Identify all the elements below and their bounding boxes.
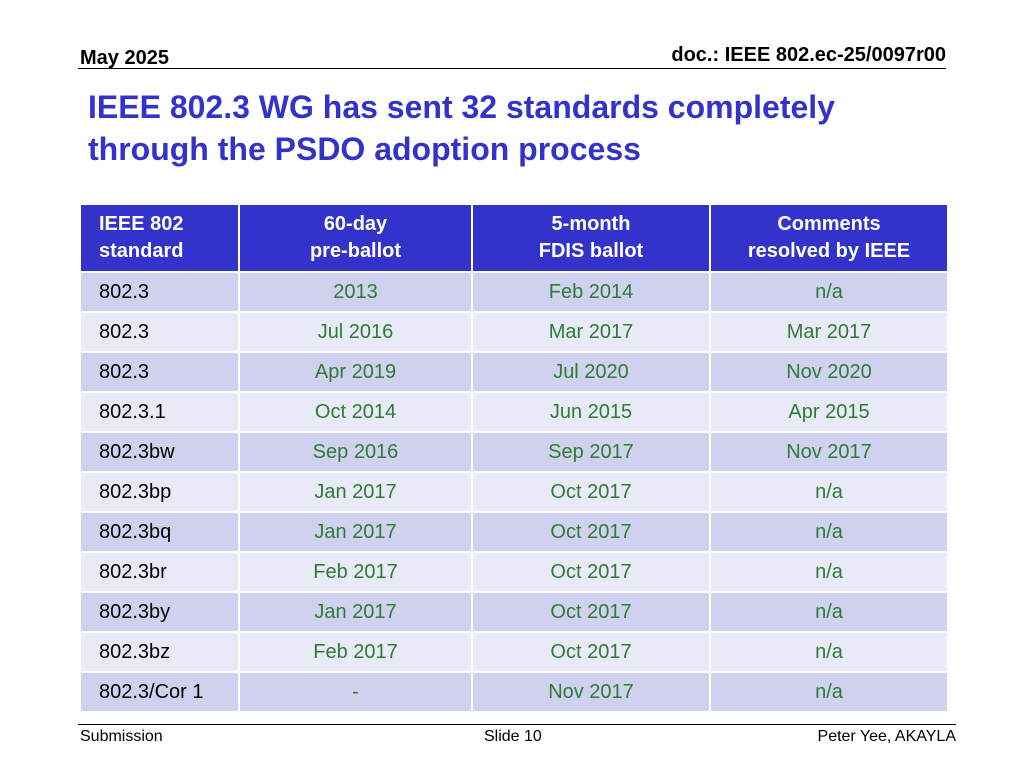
footer-slide-number: Slide 10	[484, 728, 542, 745]
col-header-line: pre-ballot	[309, 240, 402, 262]
col-header-line: standard	[99, 240, 184, 262]
cell-standard: 802.3br	[79, 551, 240, 593]
footer-author: Peter Yee, AKAYLA	[817, 728, 956, 745]
cell-pre-ballot: Jan 2017	[238, 591, 473, 633]
cell-comments: Mar 2017	[709, 311, 949, 353]
cell-standard: 802.3	[79, 351, 240, 393]
table-row: 802.3bq Jan 2017 Oct 2017 n/a	[79, 511, 949, 553]
header-date: May 2025	[80, 47, 169, 69]
cell-standard: 802.3bq	[79, 511, 240, 553]
cell-fdis-ballot: Feb 2014	[471, 271, 711, 313]
slide-title: IEEE 802.3 WG has sent 32 standards comp…	[88, 86, 948, 170]
cell-comments: n/a	[709, 271, 949, 313]
cell-comments: n/a	[709, 471, 949, 513]
col-header-line: 5-month	[551, 213, 631, 235]
cell-standard: 802.3bp	[79, 471, 240, 513]
cell-fdis-ballot: Oct 2017	[471, 511, 711, 553]
cell-pre-ballot: Feb 2017	[238, 631, 473, 673]
table-row: 802.3br Feb 2017 Oct 2017 n/a	[79, 551, 949, 593]
cell-pre-ballot: Oct 2014	[238, 391, 473, 433]
col-header-pre-ballot: 60-day pre-ballot	[238, 203, 473, 273]
col-header-fdis-ballot: 5-month FDIS ballot	[471, 203, 711, 273]
cell-comments: Nov 2017	[709, 431, 949, 473]
col-header-line: FDIS ballot	[538, 240, 644, 262]
slide-title-line-2: through the PSDO adoption process	[88, 131, 641, 167]
cell-pre-ballot: Apr 2019	[238, 351, 473, 393]
cell-comments: n/a	[709, 671, 949, 713]
table-row: 802.3by Jan 2017 Oct 2017 n/a	[79, 591, 949, 633]
col-header-comments: Comments resolved by IEEE	[709, 203, 949, 273]
col-header-line: 60-day	[323, 213, 388, 235]
cell-fdis-ballot: Sep 2017	[471, 431, 711, 473]
table-row: 802.3bz Feb 2017 Oct 2017 n/a	[79, 631, 949, 673]
cell-pre-ballot: 2013	[238, 271, 473, 313]
footer-divider	[78, 724, 956, 725]
cell-standard: 802.3	[79, 271, 240, 313]
col-header-standard: IEEE 802 standard	[79, 203, 240, 273]
cell-pre-ballot: Jul 2016	[238, 311, 473, 353]
cell-comments: n/a	[709, 591, 949, 633]
cell-standard: 802.3/Cor 1	[79, 671, 240, 713]
cell-fdis-ballot: Mar 2017	[471, 311, 711, 353]
table-header-row: IEEE 802 standard 60-day pre-ballot 5-mo…	[79, 203, 949, 273]
cell-fdis-ballot: Oct 2017	[471, 471, 711, 513]
col-header-line: Comments	[777, 213, 881, 235]
cell-standard: 802.3.1	[79, 391, 240, 433]
table-row: 802.3bw Sep 2016 Sep 2017 Nov 2017	[79, 431, 949, 473]
col-header-line: resolved by IEEE	[747, 240, 911, 262]
table-row: 802.3/Cor 1- Nov 2017 n/a	[79, 671, 949, 713]
cell-comments: Nov 2020	[709, 351, 949, 393]
cell-pre-ballot: Jan 2017	[238, 471, 473, 513]
cell-fdis-ballot: Oct 2017	[471, 551, 711, 593]
cell-standard: 802.3bz	[79, 631, 240, 673]
header-doc-id: doc.: IEEE 802.ec-25/0097r00	[671, 44, 946, 66]
footer-submission: Submission	[80, 728, 163, 745]
col-header-line: IEEE 802	[99, 213, 184, 235]
cell-pre-ballot: Sep 2016	[238, 431, 473, 473]
cell-comments: n/a	[709, 631, 949, 673]
cell-comments: n/a	[709, 551, 949, 593]
cell-fdis-ballot: Nov 2017	[471, 671, 711, 713]
cell-pre-ballot: Jan 2017	[238, 511, 473, 553]
cell-fdis-ballot: Jun 2015	[471, 391, 711, 433]
cell-fdis-ballot: Oct 2017	[471, 631, 711, 673]
table-row: 802.3.1 Oct 2014 Jun 2015 Apr 2015	[79, 391, 949, 433]
table-row: 802.3 Jul 2016 Mar 2017 Mar 2017	[79, 311, 949, 353]
table-row: 802.3bp Jan 2017 Oct 2017 n/a	[79, 471, 949, 513]
cell-comments: n/a	[709, 511, 949, 553]
cell-pre-ballot: Feb 2017	[238, 551, 473, 593]
cell-standard: 802.3by	[79, 591, 240, 633]
cell-standard: 802.3	[79, 311, 240, 353]
standards-table: IEEE 802 standard 60-day pre-ballot 5-mo…	[79, 203, 949, 713]
cell-standard: 802.3bw	[79, 431, 240, 473]
header-divider	[78, 68, 946, 69]
cell-fdis-ballot: Jul 2020	[471, 351, 711, 393]
cell-comments: Apr 2015	[709, 391, 949, 433]
table-row: 802.3 2013 Feb 2014 n/a	[79, 271, 949, 313]
cell-fdis-ballot: Oct 2017	[471, 591, 711, 633]
cell-pre-ballot: -	[238, 671, 473, 713]
table-row: 802.3 Apr 2019 Jul 2020 Nov 2020	[79, 351, 949, 393]
slide-title-line-1: IEEE 802.3 WG has sent 32 standards comp…	[88, 89, 835, 125]
